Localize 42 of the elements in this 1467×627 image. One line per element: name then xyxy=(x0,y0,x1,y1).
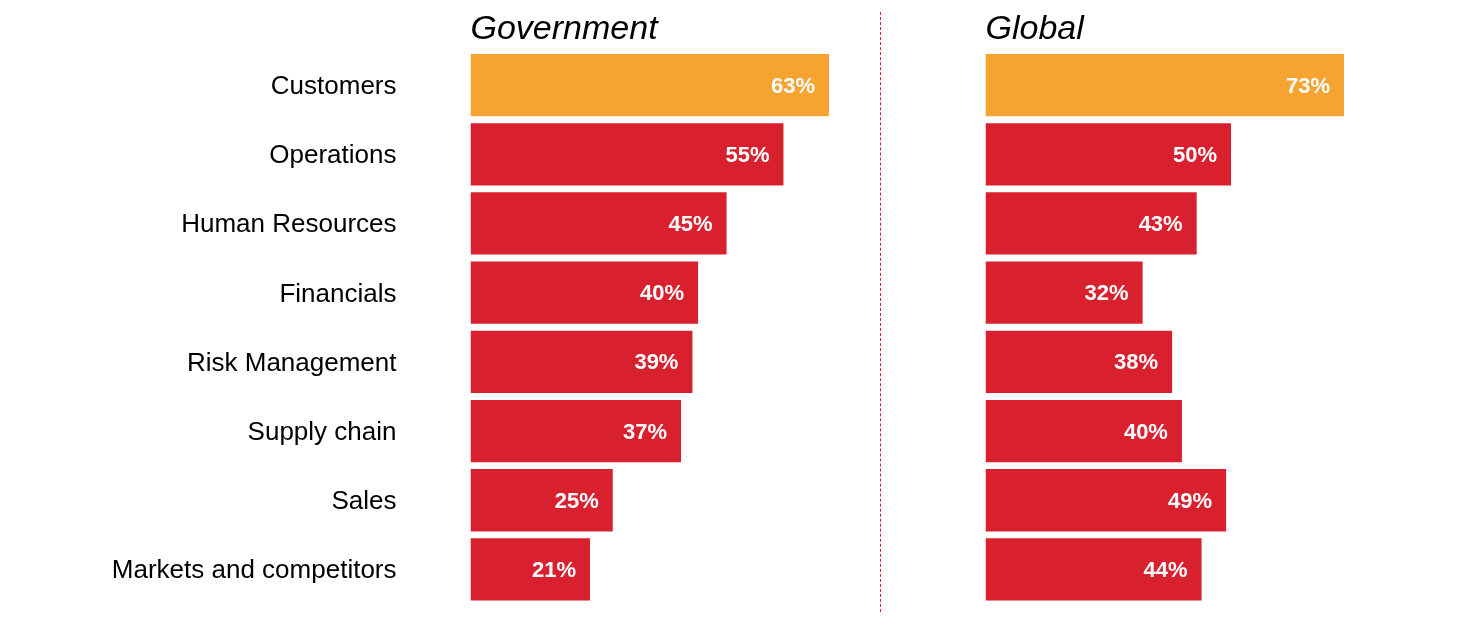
data-label: 49% xyxy=(1168,487,1213,513)
bar xyxy=(470,261,699,324)
data-label: 37% xyxy=(623,418,668,444)
bar xyxy=(470,123,784,186)
bar xyxy=(985,123,1232,186)
bar xyxy=(470,399,682,463)
y-tick-label: Financials xyxy=(279,277,397,308)
data-label: 55% xyxy=(725,141,770,167)
data-label: 32% xyxy=(1084,280,1129,306)
bar xyxy=(470,469,613,532)
data-label: 50% xyxy=(1173,141,1218,167)
bar xyxy=(470,192,727,255)
data-label: 40% xyxy=(1123,418,1168,444)
data-label: 39% xyxy=(634,349,679,375)
bar xyxy=(985,330,1173,393)
y-tick-label: Risk Management xyxy=(186,346,398,377)
bar xyxy=(985,53,1344,117)
y-tick-label: Markets and competitors xyxy=(111,554,397,585)
y-tick-label: Operations xyxy=(269,139,397,170)
chart-title: Government xyxy=(470,7,660,46)
bar xyxy=(470,53,829,117)
data-label: 38% xyxy=(1114,349,1159,375)
data-label: 73% xyxy=(1285,72,1331,98)
data-label: 45% xyxy=(668,210,713,236)
data-label: 63% xyxy=(770,72,816,98)
y-tick-label: Customers xyxy=(270,70,397,101)
y-tick-label: Supply chain xyxy=(247,416,397,447)
bar xyxy=(470,538,590,601)
bar xyxy=(985,399,1182,463)
data-label: 40% xyxy=(640,280,685,306)
data-label: 44% xyxy=(1143,556,1188,582)
bar xyxy=(985,261,1143,324)
bar xyxy=(470,330,693,393)
chart-title: Global xyxy=(985,7,1086,46)
bar xyxy=(985,469,1227,532)
y-tick-label: Sales xyxy=(331,485,397,516)
bar xyxy=(985,192,1197,255)
data-label: 21% xyxy=(531,556,577,582)
data-label: 43% xyxy=(1138,210,1183,236)
data-label: 25% xyxy=(554,487,599,513)
y-tick-label: Human Resources xyxy=(181,208,397,239)
bar xyxy=(985,538,1202,601)
